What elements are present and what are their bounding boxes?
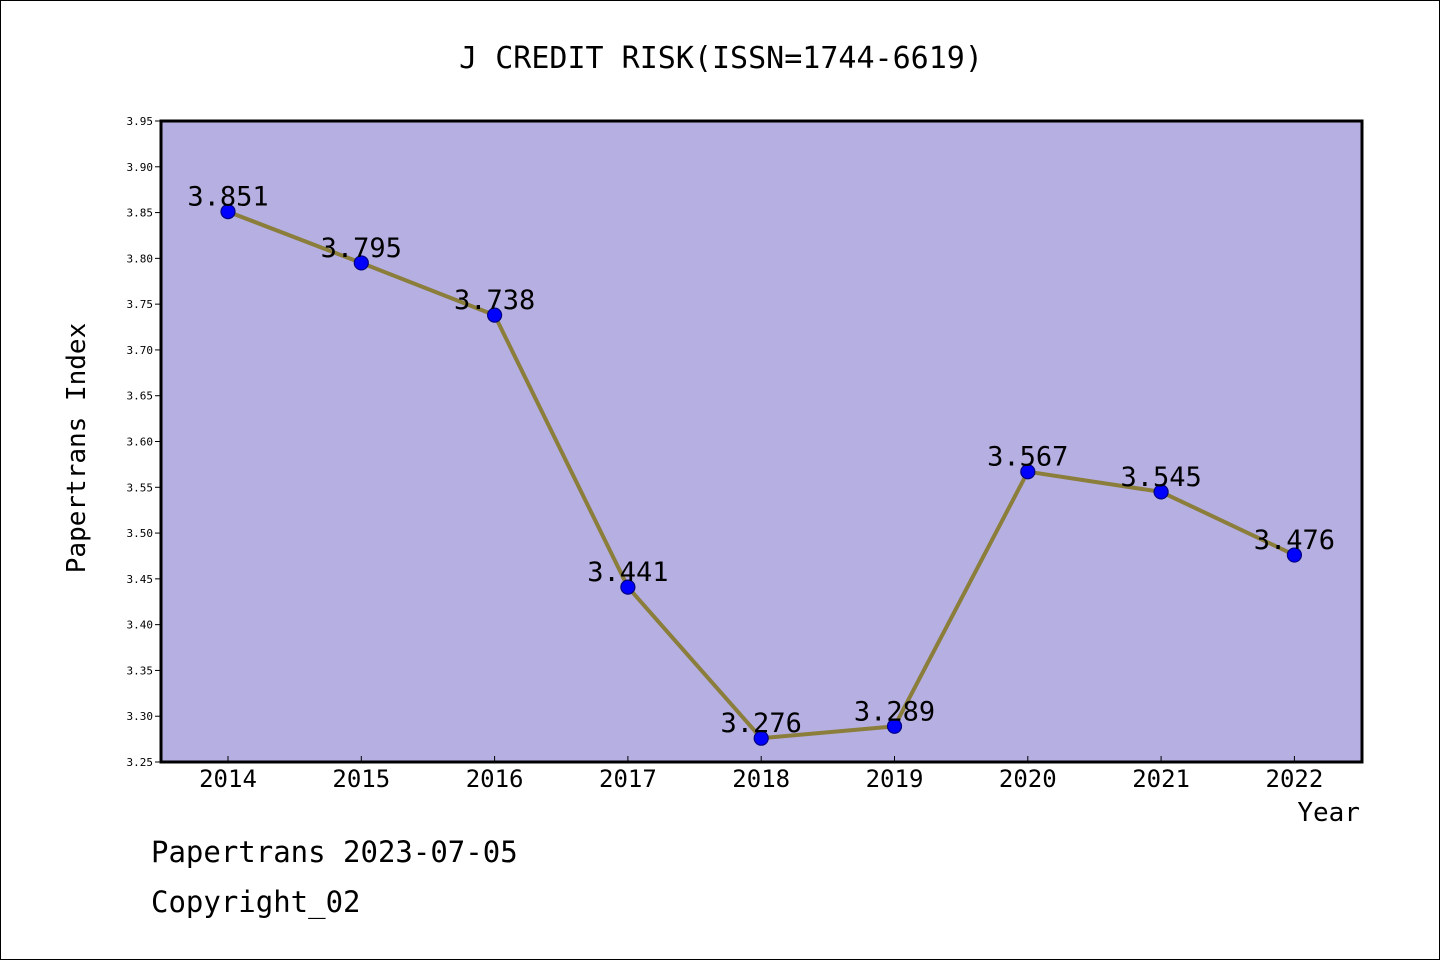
y-axis-label: Papertrans Index	[62, 323, 92, 573]
y-tick-label: 3.50	[127, 527, 154, 540]
plot-area	[159, 119, 1364, 764]
data-label: 3.441	[587, 557, 668, 588]
x-axis: 2014 2015 2016 2017 2018 2019 2020 2021 2022	[199, 756, 1323, 793]
x-axis-label: Year	[1297, 798, 1360, 828]
y-axis: 3.25 3.30 3.35 3.40 3.45 3.50 3.55 3.60 3.65 3.70…	[127, 115, 161, 769]
data-point-marker	[1153, 484, 1169, 500]
data-label: 3.567	[987, 442, 1068, 473]
data-point-marker	[220, 204, 236, 220]
y-tick-label: 3.75	[127, 298, 154, 311]
data-label: 3.289	[854, 696, 935, 727]
data-labels: 3.851 3.795 3.738 3.441 3.276 3.289 3.567 3.545…	[187, 182, 1335, 740]
x-tick-label: 2014	[199, 765, 257, 793]
y-tick-label: 3.85	[127, 207, 154, 220]
data-point-marker	[886, 718, 903, 734]
data-label: 3.276	[721, 708, 802, 739]
x-tick-label: 2015	[332, 765, 390, 793]
x-tick-label: 2017	[599, 765, 657, 793]
y-tick-label: 3.90	[127, 161, 154, 174]
data-label: 3.795	[321, 233, 402, 264]
data-label: 3.738	[454, 285, 535, 316]
y-tick-label: 3.70	[127, 344, 154, 357]
x-tick-label: 2021	[1132, 765, 1190, 793]
data-point-marker	[353, 255, 369, 271]
data-point-marker	[620, 579, 636, 595]
data-label: 3.545	[1120, 462, 1201, 493]
data-point-marker	[753, 730, 769, 746]
y-tick-label: 3.25	[127, 756, 154, 769]
data-markers	[220, 204, 1303, 746]
y-tick-label: 3.45	[127, 573, 154, 586]
data-point-marker	[487, 307, 503, 323]
x-tick-label: 2018	[732, 765, 790, 793]
data-point-marker	[1020, 464, 1036, 480]
y-tick-label: 3.60	[127, 436, 154, 449]
y-tick-label: 3.80	[127, 252, 154, 265]
chart-title: J CREDIT RISK(ISSN=1744-6619)	[459, 41, 983, 76]
x-tick-label: 2020	[999, 765, 1057, 793]
y-tick-label: 3.65	[127, 390, 154, 403]
y-tick-label: 3.40	[127, 619, 154, 632]
y-tick-label: 3.35	[127, 664, 154, 677]
y-tick-label: 3.95	[127, 115, 154, 128]
x-tick-label: 2022	[1266, 765, 1324, 793]
data-label: 3.476	[1254, 525, 1335, 556]
data-label: 3.851	[187, 182, 268, 213]
footer-date-text: Papertrans 2023-07-05	[151, 835, 518, 869]
footer-copyright-text: Copyright_02	[151, 885, 361, 919]
y-tick-label: 3.30	[127, 710, 154, 723]
x-tick-label: 2019	[866, 765, 924, 793]
x-tick-label: 2016	[466, 765, 524, 793]
data-point-marker	[1286, 547, 1303, 563]
y-tick-label: 3.55	[127, 481, 154, 494]
